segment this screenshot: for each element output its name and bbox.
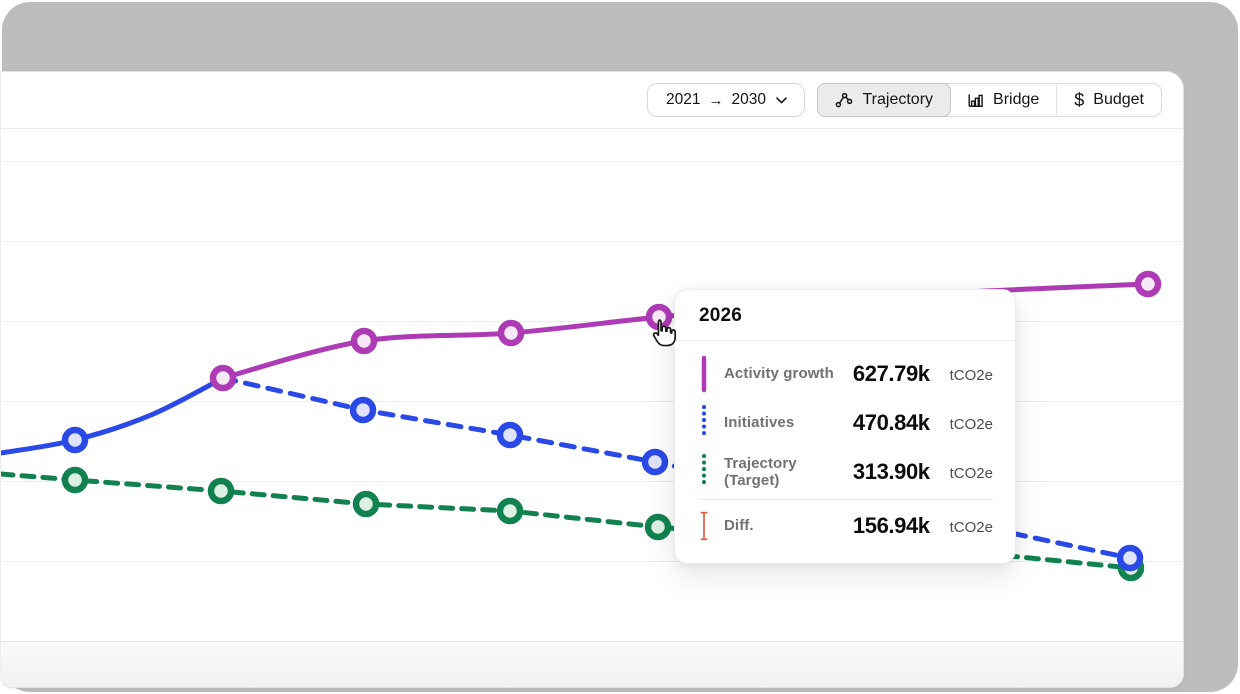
chart-plot[interactable] <box>1 72 1184 688</box>
tooltip-row-activity: Activity growth 627.79k tCO2e <box>699 349 993 398</box>
tab-label: Bridge <box>993 91 1040 108</box>
activity-data-point[interactable] <box>1134 270 1162 298</box>
chart-card: 2021 → 2030 Trajectory <box>0 71 1184 688</box>
gridline <box>1 561 1183 562</box>
tooltip-row-value: 470.84k <box>852 409 930 435</box>
range-start-label: 2021 <box>666 91 701 108</box>
target-data-point[interactable] <box>644 513 672 541</box>
dollar-icon: $ <box>1074 89 1085 110</box>
arrow-right-icon: → <box>708 91 724 109</box>
series-marker-dotted-icon <box>699 404 709 442</box>
diff-ibeam-icon <box>699 507 709 545</box>
gridline <box>1 321 1183 322</box>
tooltip-title: 2026 <box>699 305 743 326</box>
range-end-label: 2030 <box>731 91 766 108</box>
tooltip-row-unit: tCO2e <box>949 367 993 384</box>
series-marker-dotted-icon <box>699 453 709 491</box>
initiatives-data-point[interactable] <box>349 396 377 424</box>
initiatives-data-point[interactable] <box>496 421 524 449</box>
activity-data-point[interactable] <box>645 303 673 331</box>
tooltip-row-label: Trajectory (Target) <box>724 454 797 489</box>
gridline <box>1 401 1183 402</box>
gridline <box>1 161 1183 162</box>
target-data-point[interactable] <box>207 477 235 505</box>
historical-line <box>1 375 226 456</box>
gridline <box>1 241 1183 242</box>
activity-data-point[interactable] <box>350 327 378 355</box>
card-header: 2021 → 2030 Trajectory <box>1 72 1183 129</box>
activity-data-point[interactable] <box>497 319 525 347</box>
activity-data-point[interactable] <box>209 364 237 392</box>
target-data-point[interactable] <box>61 466 89 494</box>
x-axis-band <box>1 641 1183 687</box>
series-marker-solid-icon <box>699 355 709 393</box>
chevron-down-icon <box>776 96 787 104</box>
tooltip-row-value: 627.79k <box>852 360 930 386</box>
initiatives-data-point[interactable] <box>641 448 669 476</box>
tab-label: Trajectory <box>862 91 934 108</box>
tab-label: Budget <box>1093 91 1144 108</box>
tooltip-row-label: Activity growth <box>724 365 834 382</box>
tooltip-row-unit: tCO2e <box>949 416 993 433</box>
tab-budget[interactable]: $ Budget <box>1056 84 1161 116</box>
tooltip-row-label: Diff. <box>724 517 754 534</box>
target-data-point[interactable] <box>496 497 524 525</box>
divider <box>699 499 993 500</box>
chart-tooltip: 2026 Activity growth 627.79k tCO2e Initi… <box>674 289 1016 564</box>
tab-bridge[interactable]: Bridge <box>950 84 1056 116</box>
gridline <box>1 481 1183 482</box>
tooltip-row-unit: tCO2e <box>949 519 993 536</box>
view-tabs: Trajectory Bridge $ Budget <box>817 83 1162 117</box>
historical-data-point[interactable] <box>61 426 89 454</box>
tooltip-row-diff: Diff. 156.94k tCO2e <box>699 502 993 549</box>
target-data-point[interactable] <box>352 490 380 518</box>
tooltip-row-value: 313.90k <box>852 458 930 484</box>
bridge-chart-icon <box>967 92 984 109</box>
chart-area[interactable] <box>1 72 1184 688</box>
initiatives-data-point[interactable] <box>1116 544 1144 572</box>
trajectory-icon <box>835 91 853 109</box>
divider <box>675 340 1015 341</box>
tooltip-row-label: Initiatives <box>724 414 795 431</box>
tab-trajectory[interactable]: Trajectory <box>817 83 952 117</box>
tooltip-row-target: Trajectory (Target) 313.90k tCO2e <box>699 447 993 496</box>
tooltip-row-initiatives: Initiatives 470.84k tCO2e <box>699 398 993 447</box>
tooltip-row-unit: tCO2e <box>949 465 993 482</box>
date-range-select[interactable]: 2021 → 2030 <box>647 83 806 117</box>
tooltip-row-value: 156.94k <box>852 512 930 538</box>
